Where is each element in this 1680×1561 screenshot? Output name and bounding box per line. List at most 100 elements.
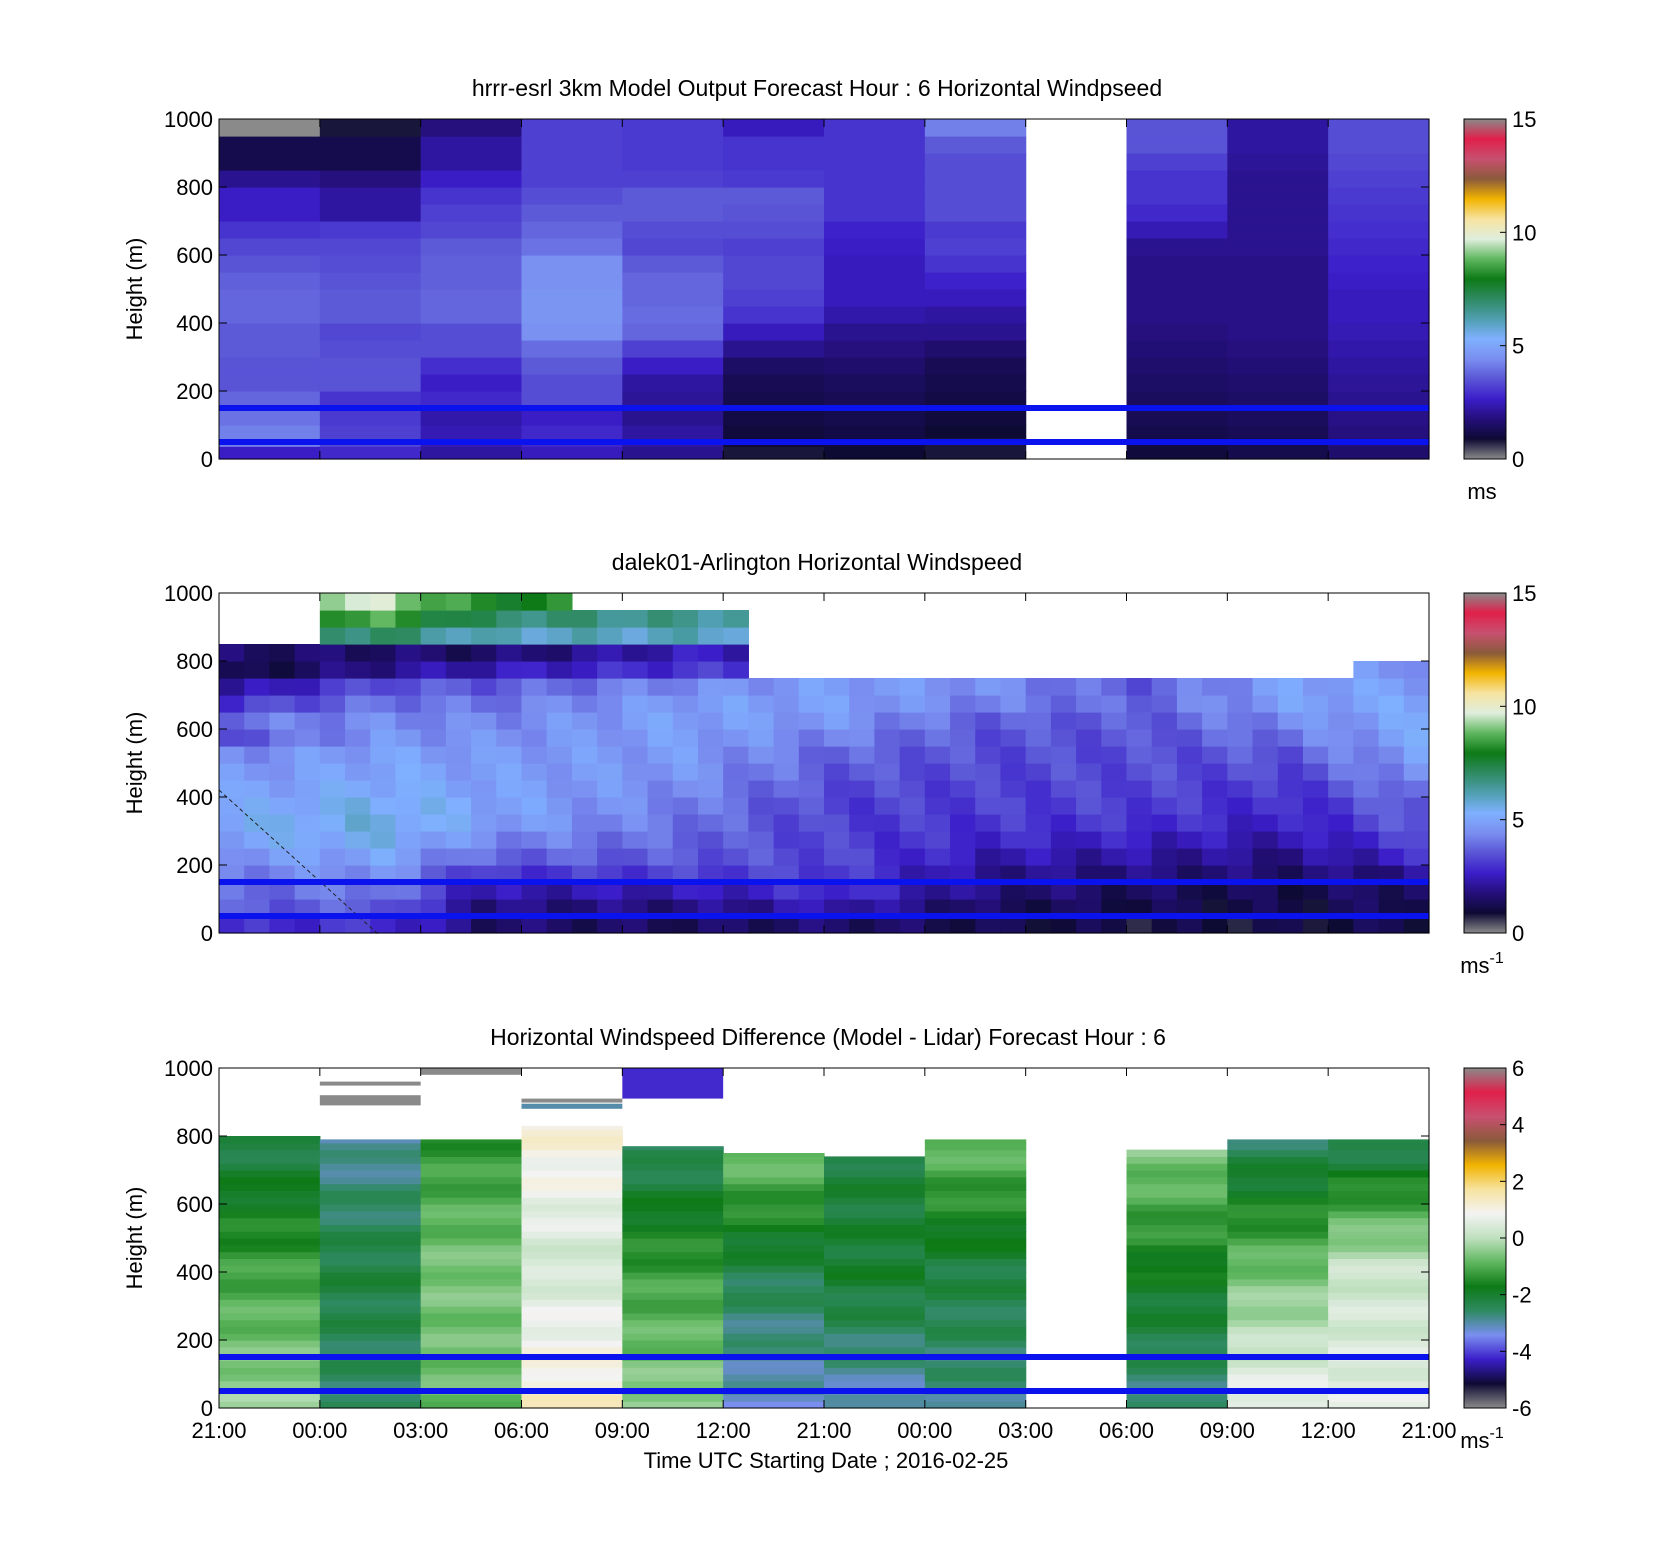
difference-cell xyxy=(521,1238,623,1246)
lidar-cell xyxy=(1151,814,1178,832)
lidar-cell xyxy=(1000,729,1027,747)
lidar-cell xyxy=(345,865,371,883)
difference-cell xyxy=(521,1224,623,1232)
lidar-cell xyxy=(622,865,649,883)
lidar-cell xyxy=(546,916,573,934)
difference-cell xyxy=(1328,1285,1430,1293)
lidar-cell xyxy=(319,831,346,849)
model-cell xyxy=(219,289,321,307)
lidar-cell xyxy=(521,593,548,611)
model-cell xyxy=(924,374,1027,392)
lidar-cell xyxy=(672,661,699,679)
model-cell xyxy=(1227,170,1329,188)
model-cell xyxy=(1328,153,1430,171)
lidar-cell xyxy=(1025,695,1052,713)
lidar-cell xyxy=(824,763,850,781)
lidar-cell xyxy=(1227,848,1254,866)
lidar-cell xyxy=(1025,848,1052,866)
lidar-cell xyxy=(975,780,1002,798)
lidar-cell xyxy=(622,644,649,662)
difference-cell xyxy=(622,1367,724,1375)
lidar-cell xyxy=(723,627,749,645)
lidar-cell xyxy=(647,627,674,645)
lidar-cell xyxy=(219,865,245,883)
model-cell xyxy=(723,255,825,273)
lidar-cell xyxy=(1302,882,1329,900)
lidar-cell xyxy=(597,865,623,883)
lidar-cell xyxy=(244,729,271,747)
lidar-cell xyxy=(899,678,926,696)
model-cell xyxy=(1227,255,1329,273)
lidar-cell xyxy=(924,797,951,815)
model-cell xyxy=(824,391,926,409)
colorbar-tick-label: 10 xyxy=(1512,220,1536,245)
lidar-cell xyxy=(420,763,447,781)
model-cell xyxy=(824,255,926,273)
lidar-cell xyxy=(1101,848,1128,866)
lidar-cell xyxy=(697,848,724,866)
lidar-cell xyxy=(748,780,775,798)
lidar-cell xyxy=(1277,746,1304,764)
difference-cell xyxy=(1126,1326,1228,1334)
lidar-cell xyxy=(219,644,245,662)
lidar-cell xyxy=(546,593,573,611)
difference-cell xyxy=(1126,1346,1228,1355)
difference-cell xyxy=(219,1156,321,1164)
difference-cell xyxy=(924,1149,1027,1157)
difference-cell xyxy=(319,1176,422,1185)
lidar-cell xyxy=(1403,865,1430,883)
difference-cell xyxy=(219,1367,321,1375)
lidar-cell xyxy=(975,899,1002,917)
panel-difference: Horizontal Windspeed Difference (Model -… xyxy=(122,1024,1532,1473)
lidar-cell xyxy=(1050,780,1077,798)
difference-cell xyxy=(1328,1292,1430,1300)
difference-cell xyxy=(1328,1319,1430,1327)
lidar-cell xyxy=(319,627,346,645)
lidar-cell xyxy=(1302,746,1329,764)
lidar-cell xyxy=(748,814,775,832)
difference-cell xyxy=(723,1238,825,1246)
lidar-cell xyxy=(244,678,271,696)
lidar-cell xyxy=(899,712,926,730)
x-tick-label: 06:00 xyxy=(494,1418,549,1443)
difference-cell xyxy=(219,1285,321,1293)
difference-cell xyxy=(521,1217,623,1225)
difference-cell xyxy=(521,1156,623,1164)
difference-cell xyxy=(420,1367,523,1375)
lidar-cell xyxy=(345,593,371,611)
difference-cell xyxy=(1328,1401,1430,1409)
model-cell xyxy=(723,289,825,307)
difference-cell xyxy=(420,1401,523,1409)
difference-cell xyxy=(1227,1333,1329,1341)
model-cell xyxy=(420,238,523,256)
lidar-cell xyxy=(521,729,548,747)
colorbar-units: ms xyxy=(1467,479,1496,504)
lidar-cell xyxy=(546,848,573,866)
lidar-cell xyxy=(672,882,699,900)
lidar-cell xyxy=(269,644,296,662)
model-cell xyxy=(622,357,724,375)
lidar-cell xyxy=(395,729,422,747)
lidar-cell xyxy=(1050,763,1077,781)
difference-isolated-segment xyxy=(622,1068,724,1099)
lidar-cell xyxy=(1101,712,1128,730)
difference-cell xyxy=(1126,1224,1228,1232)
panel-difference-x-ticks: 21:00 00:00 03:00 06:00 09:00 12:00 21:00 00:00… xyxy=(191,1068,1457,1443)
difference-cell xyxy=(219,1163,321,1171)
lidar-cell xyxy=(1403,814,1430,832)
lidar-cell xyxy=(471,593,497,611)
difference-cell xyxy=(824,1340,926,1348)
y-tick-label: 400 xyxy=(176,1260,213,1285)
lidar-cell xyxy=(1403,797,1430,815)
lidar-cell xyxy=(521,780,548,798)
lidar-cell xyxy=(445,780,472,798)
lidar-cell xyxy=(647,644,674,662)
lidar-cell xyxy=(269,899,296,917)
lidar-cell xyxy=(899,865,926,883)
model-cell xyxy=(420,204,523,222)
difference-cell xyxy=(824,1319,926,1327)
difference-cell xyxy=(420,1238,523,1246)
lidar-cell xyxy=(647,661,674,679)
lidar-cell xyxy=(1403,729,1430,747)
